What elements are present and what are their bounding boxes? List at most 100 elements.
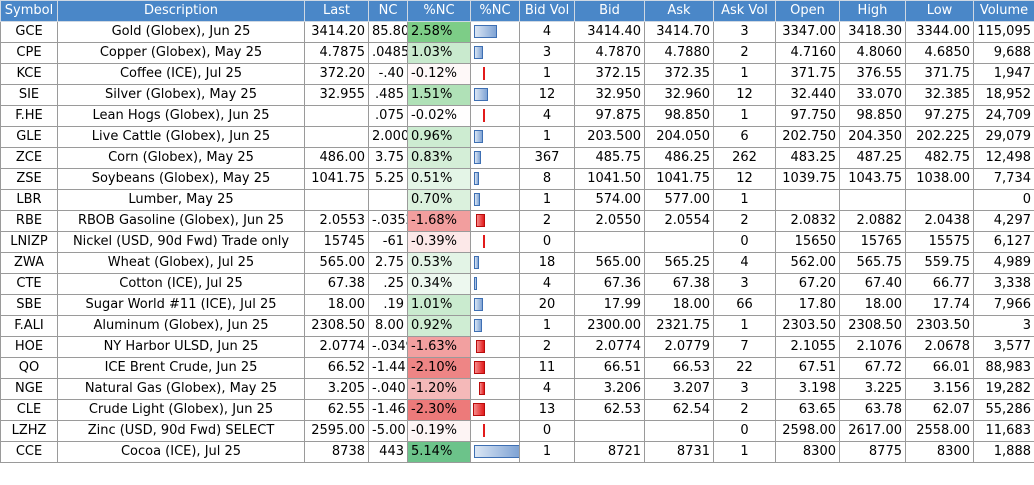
description-cell: NY Harbor ULSD, Jun 25 (57, 336, 305, 358)
column-header-pct-nc[interactable]: %NC (407, 0, 471, 22)
symbol-cell: LNIZP (0, 231, 58, 253)
column-header-description[interactable]: Description (57, 0, 305, 22)
bid-volume-cell: 4 (519, 273, 575, 295)
bid-cell: 17.99 (574, 294, 645, 316)
symbol-cell: GCE (0, 21, 58, 43)
net-change-cell: 8.00 (368, 315, 408, 337)
description-cell: Coffee (ICE), Jul 25 (57, 63, 305, 85)
table-row[interactable]: CPE Copper (Globex), May 25 4.7875.0485 1.0… (0, 42, 1034, 64)
volume-cell: 12,498 (973, 147, 1034, 169)
column-header-high[interactable]: High (839, 0, 906, 22)
symbol-cell: NGE (0, 378, 58, 400)
ask-cell: 66.53 (644, 357, 714, 379)
high-cell: 67.72 (839, 357, 906, 379)
table-row[interactable]: SBE Sugar World #11 (ICE), Jul 25 18.00.19… (0, 294, 1034, 316)
positive-change-bar (474, 88, 488, 101)
bid-volume-cell: 13 (519, 399, 575, 421)
low-cell: 66.01 (905, 357, 974, 379)
low-cell: 15575 (905, 231, 974, 253)
open-cell: 202.750 (775, 126, 840, 148)
table-row[interactable]: GCE Gold (Globex), Jun 25 3414.20 85.80 2.58… (0, 21, 1034, 43)
low-cell: 371.75 (905, 63, 974, 85)
last-cell: 15745 (304, 231, 369, 253)
column-header-open[interactable]: Open (775, 0, 840, 22)
description-cell: Silver (Globex), May 25 (57, 84, 305, 106)
pct-change-bar-cell (470, 420, 520, 442)
last-cell: 32.955 (304, 84, 369, 106)
table-row[interactable]: LBR Lumber, May 25 0.70% 1 574.00 577.00 1 0 (0, 189, 1034, 211)
column-header-nc[interactable]: NC (368, 0, 408, 22)
table-row[interactable]: CTE Cotton (ICE), Jul 25 67.38.25 0.34% 4 67.… (0, 273, 1034, 295)
description-cell: Crude Light (Globex), Jun 25 (57, 399, 305, 421)
volume-cell: 1,888 (973, 441, 1034, 463)
table-row[interactable]: CCE Cocoa (ICE), Jul 25 8738 443 5.14% 1 8721 8… (0, 441, 1034, 463)
symbol-cell: ZSE (0, 168, 58, 190)
column-header-volume[interactable]: Volume (973, 0, 1034, 22)
pct-change-bar-cell (470, 336, 520, 358)
open-cell: 371.75 (775, 63, 840, 85)
column-header-bid[interactable]: Bid (574, 0, 645, 22)
column-header-ask[interactable]: Ask (644, 0, 714, 22)
bid-cell: 574.00 (574, 189, 645, 211)
table-row[interactable]: F.ALI Aluminum (Globex), Jun 25 2308.50 8.0… (0, 315, 1034, 337)
symbol-cell: ZCE (0, 147, 58, 169)
pct-change-bar-cell (470, 231, 520, 253)
high-cell: 204.350 (839, 126, 906, 148)
ask-cell: 2.0554 (644, 210, 714, 232)
pct-change-bar-cell (470, 84, 520, 106)
table-row[interactable]: NGE Natural Gas (Globex), May 25 3.205 -.04… (0, 378, 1034, 400)
ask-volume-cell: 7 (713, 336, 776, 358)
table-row[interactable]: F.HE Lean Hogs (Globex), Jun 25 .075 -0.02%… (0, 105, 1034, 127)
table-row[interactable]: QO ICE Brent Crude, Jun 25 66.52 -1.44 -2.10… (0, 357, 1034, 379)
table-row[interactable]: ZWA Wheat (Globex), Jul 25 565.00 2.75 0.53%… (0, 252, 1034, 274)
bid-volume-cell: 3 (519, 42, 575, 64)
net-change-cell: 2.75 (368, 252, 408, 274)
pct-change-cell: 0.51% (407, 168, 471, 190)
symbol-cell: KCE (0, 63, 58, 85)
symbol-cell: RBE (0, 210, 58, 232)
pct-change-bar-cell (470, 399, 520, 421)
ask-volume-cell: 2 (713, 42, 776, 64)
table-row[interactable]: ZCE Corn (Globex), May 25 486.00 3.75 0.83% 3… (0, 147, 1034, 169)
description-cell: Copper (Globex), May 25 (57, 42, 305, 64)
bid-volume-cell: 1 (519, 189, 575, 211)
column-header-symbol[interactable]: Symbol (0, 0, 58, 22)
last-cell: 2308.50 (304, 315, 369, 337)
high-cell: 376.55 (839, 63, 906, 85)
table-row[interactable]: LZHZ Zinc (USD, 90d Fwd) SELECT 2595.00 -5.… (0, 420, 1034, 442)
symbol-cell: ZWA (0, 252, 58, 274)
table-row[interactable]: GLE Live Cattle (Globex), Jun 25 2.000 0.96… (0, 126, 1034, 148)
pct-change-cell: -1.20% (407, 378, 471, 400)
table-row[interactable]: KCE Coffee (ICE), Jul 25 372.20 -.40 -0.12% 1… (0, 63, 1034, 85)
volume-cell: 88,983 (973, 357, 1034, 379)
column-header-last[interactable]: Last (304, 0, 369, 22)
ask-cell: 67.38 (644, 273, 714, 295)
pct-change-bar-cell (470, 126, 520, 148)
net-change-cell: 85.80 (368, 21, 408, 43)
table-row[interactable]: CLE Crude Light (Globex), Jun 25 62.55 -1.4… (0, 399, 1034, 421)
table-row[interactable]: ZSE Soybeans (Globex), May 25 1041.75 5.25 0… (0, 168, 1034, 190)
bid-volume-cell: 4 (519, 378, 575, 400)
last-cell: 486.00 (304, 147, 369, 169)
bid-cell: 67.36 (574, 273, 645, 295)
column-header-bid-vol[interactable]: Bid Vol (519, 0, 575, 22)
volume-cell: 11,683 (973, 420, 1034, 442)
column-header-low[interactable]: Low (905, 0, 974, 22)
bid-volume-cell: 0 (519, 420, 575, 442)
table-row[interactable]: SIE Silver (Globex), May 25 32.955.485 1.51… (0, 84, 1034, 106)
positive-change-bar (474, 130, 483, 143)
last-cell: 67.38 (304, 273, 369, 295)
column-header-pct-nc-bar[interactable]: %NC (470, 0, 520, 22)
pct-change-cell: -0.12% (407, 63, 471, 85)
positive-change-bar (474, 151, 481, 164)
pct-change-cell: 1.51% (407, 84, 471, 106)
table-row[interactable]: RBE RBOB Gasoline (Globex), Jun 25 2.0553-… (0, 210, 1034, 232)
open-cell: 4.7160 (775, 42, 840, 64)
column-header-ask-vol[interactable]: Ask Vol (713, 0, 776, 22)
bid-cell: 372.15 (574, 63, 645, 85)
volume-cell: 0 (973, 189, 1034, 211)
table-row[interactable]: LNIZP Nickel (USD, 90d Fwd) Trade only 157… (0, 231, 1034, 253)
last-cell: 3.205 (304, 378, 369, 400)
negative-change-bar (483, 67, 485, 80)
